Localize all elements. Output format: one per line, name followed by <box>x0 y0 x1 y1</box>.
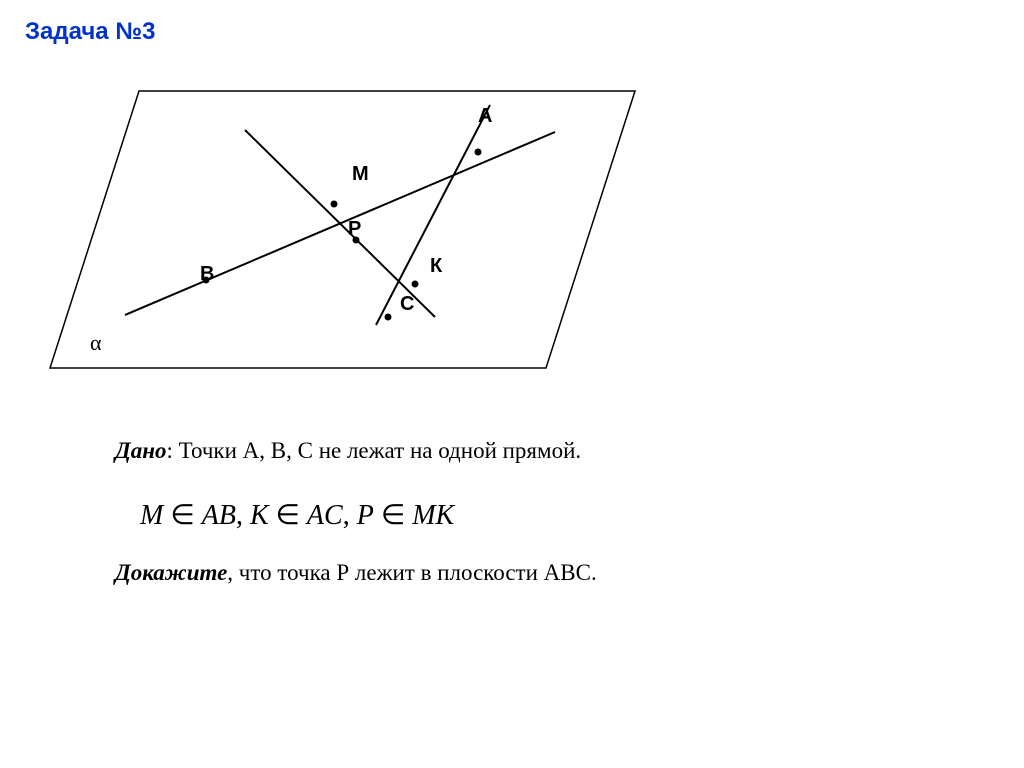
svg-text:B: B <box>200 263 214 285</box>
svg-text:α: α <box>90 330 102 355</box>
svg-text:К: К <box>430 255 443 277</box>
prove-statement: Докажите, что точка Р лежит в плоскости … <box>115 560 597 586</box>
prove-text: , что точка Р лежит в плоскости АВС. <box>227 560 596 585</box>
svg-text:P: P <box>348 218 361 240</box>
svg-text:C: C <box>400 293 414 315</box>
given-label: Дано <box>115 438 166 463</box>
title-text: Задача №3 <box>25 18 155 45</box>
given-text: : Точки А, В, С не лежат на одной прямой… <box>166 438 581 463</box>
problem-title: Задача №3 <box>25 18 155 46</box>
svg-text:M: M <box>352 163 369 185</box>
geometry-diagram: A M P B КCα <box>40 80 660 380</box>
svg-text:A: A <box>478 105 492 127</box>
given-statement: Дано: Точки А, В, С не лежат на одной пр… <box>115 438 581 464</box>
prove-label: Докажите <box>115 560 227 585</box>
math-statement: M ∈ AB, К ∈ AC, P ∈ MК <box>140 498 454 532</box>
diagram-svg: A M P B КCα <box>40 80 660 380</box>
